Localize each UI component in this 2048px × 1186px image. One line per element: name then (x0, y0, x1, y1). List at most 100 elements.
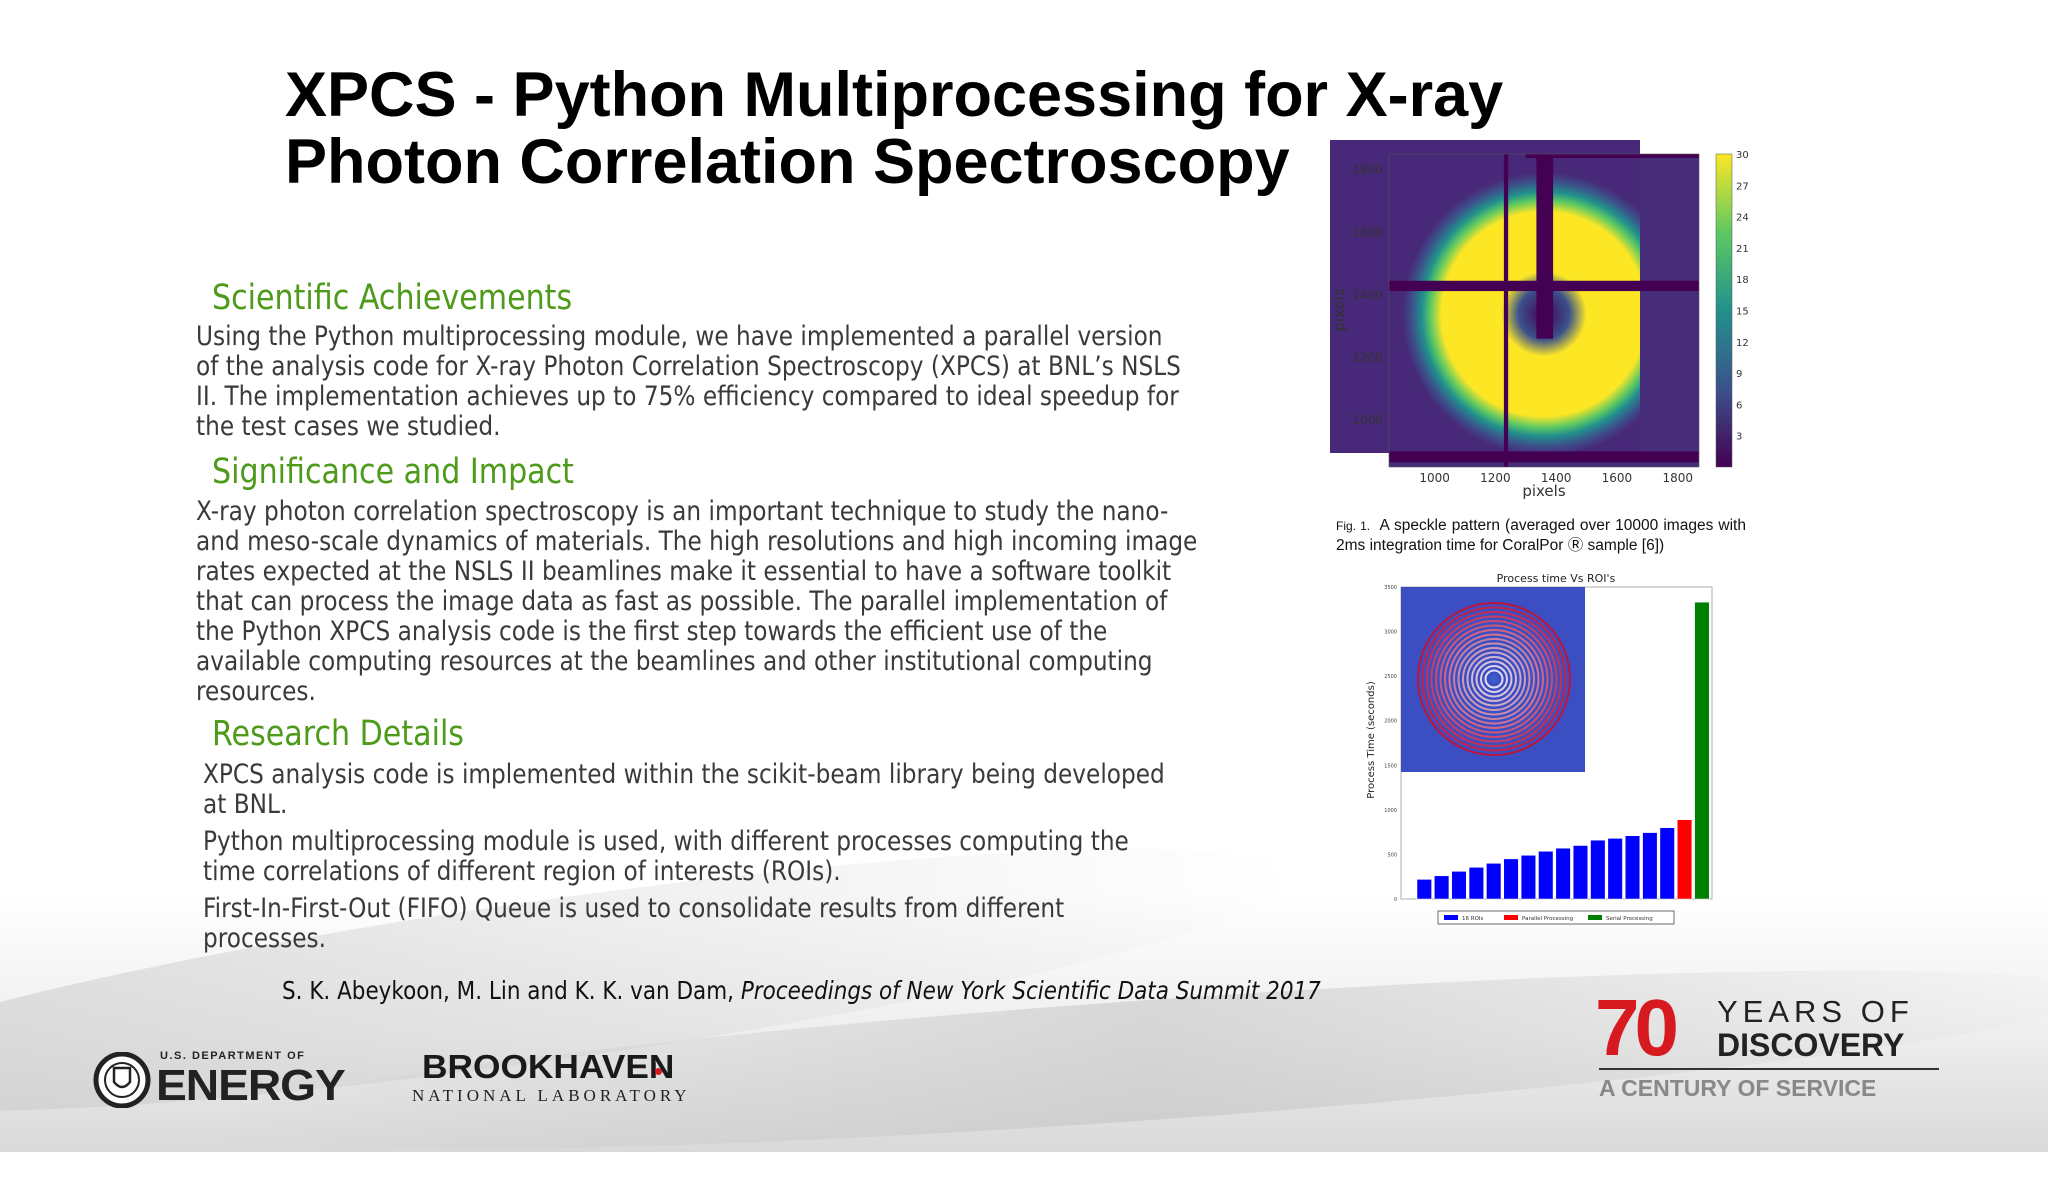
plot-frame (1388, 153, 1700, 468)
colorbar-tick-label: 9 (1736, 369, 1742, 380)
bar (1434, 875, 1450, 900)
roi-ring (1475, 660, 1513, 698)
y-tick-label: 1000 (1352, 413, 1383, 427)
x-tick-label: 1600 (1602, 471, 1633, 485)
legend-swatch (1504, 915, 1518, 920)
text-line: the Python XPCS analysis code is the fir… (196, 616, 1108, 647)
roi-ring (1439, 624, 1549, 734)
colorbar-tick-label: 15 (1736, 307, 1749, 318)
bar (1451, 871, 1467, 900)
roi-ring (1457, 642, 1531, 716)
brookhaven-logo: BROOKHAVEN NATIONAL LABORATORY (412, 1050, 742, 1110)
text-line: Using the Python multiprocessing module,… (196, 321, 1163, 352)
roi-center (1490, 675, 1498, 683)
text-line: XPCS analysis code is implemented within… (203, 759, 1165, 790)
70-years-logo: 70 YEARS OF DISCOVERY A CENTURY OF SERVI… (1595, 988, 1955, 1106)
colorbar (1715, 153, 1733, 468)
roi-ring (1417, 602, 1571, 756)
citation: S. K. Abeykoon, M. Lin and K. K. van Dam… (282, 976, 1321, 1006)
scientific-achievements-text: Using the Python multiprocessing module,… (196, 322, 1181, 442)
colorbar-tick-label: 18 (1736, 275, 1749, 286)
y-tick-label: 1600 (1352, 225, 1383, 239)
y-tick-label: 2000 (1384, 719, 1397, 725)
text-line: II. The implementation achieves up to 75… (196, 381, 1179, 412)
y-tick-label: 1800 (1352, 163, 1383, 177)
legend-swatch (1444, 915, 1458, 920)
roi-ring (1484, 669, 1504, 689)
text-line: at BNL. (203, 789, 288, 820)
colorbar-tick-label: 30 (1736, 150, 1749, 161)
roi-ring (1444, 629, 1544, 729)
detector-gap-horizontal (1389, 280, 1699, 292)
bar (1555, 847, 1571, 900)
scattering-ring (1330, 140, 1640, 453)
heading-research-details: Research Details (212, 714, 464, 754)
text-line: that can process the image data as fast … (196, 586, 1168, 617)
bar (1642, 832, 1658, 900)
text-line: and meso-scale dynamics of materials. Th… (196, 526, 1198, 557)
roi-ring (1421, 606, 1567, 752)
doe-logo: U.S. DEPARTMENT OF ENERGY (92, 1050, 362, 1110)
beamstop-arm (1536, 154, 1554, 339)
colorbar-tick-label: 6 (1736, 400, 1742, 411)
roi-ring (1466, 651, 1522, 707)
bar (1520, 855, 1536, 900)
x-tick-label: 1200 (1480, 471, 1511, 485)
y-tick-label: 3000 (1384, 630, 1397, 636)
detector-gap-top (1525, 154, 1699, 158)
text-line: available computing resources at the bea… (196, 646, 1153, 677)
anniv-divider (1599, 1068, 1939, 1070)
roi-ring (1435, 620, 1553, 738)
figure-label: Fig. 1. (1336, 519, 1371, 533)
caption-text: A speckle pattern (averaged over 10000 i… (1336, 517, 1746, 554)
roi-ring (1471, 656, 1517, 702)
x-axis-label: pixels (1522, 482, 1566, 500)
bar (1503, 858, 1519, 900)
bullet-item: Python multiprocessing module is used, w… (203, 827, 1165, 887)
colorbar-tick-label: 27 (1736, 181, 1749, 192)
text-line: processes. (203, 923, 326, 954)
heading-scientific-achievements: Scientific Achievements (212, 278, 573, 318)
bar (1572, 845, 1589, 900)
y-tick-label: 0 (1394, 897, 1397, 903)
text-line: of the analysis code for X-ray Photon Co… (196, 351, 1181, 382)
bar (1624, 835, 1641, 900)
anniv-number: 70 (1595, 983, 1679, 1072)
legend-entry: Serial Processing (1606, 916, 1653, 922)
text-line: time correlations of different region of… (203, 856, 841, 887)
citation-authors: S. K. Abeykoon, M. Lin and K. K. van Dam… (282, 976, 741, 1005)
colorbar-tick-label: 12 (1736, 338, 1749, 349)
bar (1468, 867, 1484, 900)
colorbar-tick-label: 3 (1736, 432, 1742, 443)
bar (1590, 839, 1606, 900)
y-axis-label: Process Time (seconds) (1366, 681, 1377, 799)
legend-box (1437, 910, 1675, 925)
roi-ring (1453, 638, 1535, 720)
text-line: the test cases we studied. (196, 411, 501, 442)
text-line: First-In-First-Out (FIFO) Queue is used … (203, 893, 1065, 924)
y-tick-label: 3500 (1384, 585, 1397, 591)
bnl-sub-text: NATIONAL LABORATORY (412, 1086, 691, 1105)
roi-ring (1426, 611, 1562, 747)
y-tick-label: 1400 (1352, 288, 1383, 302)
detector-gap-vertical (1503, 154, 1509, 467)
colorbar-tick-label: 21 (1736, 244, 1749, 255)
bar (1607, 838, 1623, 900)
roi-ring (1430, 615, 1558, 743)
legend-entry: Parallel Processing (1522, 916, 1573, 922)
y-tick-label: 1000 (1384, 808, 1397, 814)
doe-main-text: ENERGY (156, 1061, 346, 1110)
slide-title: XPCS - Python Multiprocessing for X-ray … (285, 62, 1503, 196)
detector-gap-bottom (1389, 451, 1699, 463)
text-line: rates expected at the NSLS II beamlines … (196, 556, 1172, 587)
anniv-line2: DISCOVERY (1717, 1027, 1905, 1063)
anniv-line3: A CENTURY OF SERVICE (1599, 1075, 1877, 1101)
bar (1659, 827, 1675, 900)
y-tick-label: 2500 (1384, 674, 1397, 680)
bar (1677, 819, 1693, 900)
text-line: Python multiprocessing module is used, w… (203, 826, 1129, 857)
bnl-main-text: BROOKHAVEN (422, 1048, 675, 1085)
bullet-item: XPCS analysis code is implemented within… (203, 760, 1165, 820)
x-tick-label: 1000 (1419, 471, 1450, 485)
roi-ring (1448, 633, 1540, 725)
